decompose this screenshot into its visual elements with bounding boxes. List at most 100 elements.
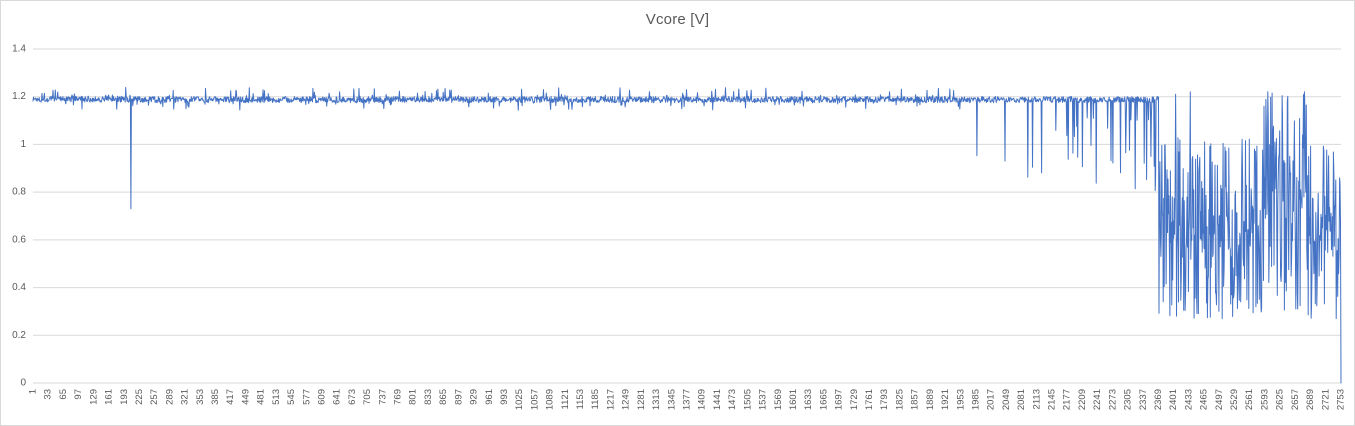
svg-text:1313: 1313: [651, 389, 662, 410]
svg-text:2497: 2497: [1214, 389, 1225, 410]
svg-text:897: 897: [453, 389, 464, 405]
svg-text:2369: 2369: [1153, 389, 1164, 410]
svg-text:1889: 1889: [925, 389, 936, 410]
svg-text:1729: 1729: [849, 389, 860, 410]
svg-text:1441: 1441: [712, 389, 723, 410]
svg-text:1569: 1569: [773, 389, 784, 410]
svg-text:65: 65: [58, 389, 69, 400]
svg-text:1857: 1857: [910, 389, 921, 410]
svg-text:161: 161: [104, 389, 115, 405]
svg-text:1665: 1665: [818, 389, 829, 410]
svg-text:2081: 2081: [1016, 389, 1027, 410]
x-axis-labels: 1 33 65 97 129 161 193 225 257 289 321 353 385 417 449…: [28, 389, 1347, 410]
svg-text:1921: 1921: [940, 389, 951, 410]
svg-text:417: 417: [225, 389, 236, 405]
svg-text:1121: 1121: [560, 389, 571, 409]
svg-text:2465: 2465: [1199, 389, 1210, 410]
svg-text:1: 1: [20, 139, 26, 150]
gridlines: [33, 48, 1341, 384]
svg-text:0.2: 0.2: [12, 330, 26, 341]
svg-text:1057: 1057: [529, 389, 540, 410]
svg-text:1089: 1089: [545, 389, 556, 410]
svg-text:289: 289: [164, 389, 175, 405]
svg-text:513: 513: [271, 389, 282, 405]
svg-text:1985: 1985: [970, 389, 981, 410]
svg-text:801: 801: [408, 389, 419, 405]
svg-text:833: 833: [423, 389, 434, 405]
svg-text:2305: 2305: [1123, 389, 1134, 410]
svg-text:1825: 1825: [894, 389, 905, 410]
svg-text:2561: 2561: [1244, 389, 1255, 410]
svg-text:1.4: 1.4: [12, 44, 26, 55]
svg-text:1473: 1473: [727, 389, 738, 410]
svg-text:2049: 2049: [1001, 389, 1012, 410]
svg-text:0.4: 0.4: [12, 282, 26, 293]
svg-text:609: 609: [316, 389, 327, 405]
svg-text:129: 129: [88, 389, 99, 405]
svg-text:2177: 2177: [1062, 389, 1073, 410]
svg-text:193: 193: [119, 389, 130, 405]
svg-text:2433: 2433: [1183, 389, 1194, 410]
svg-text:2625: 2625: [1275, 389, 1286, 410]
svg-text:577: 577: [301, 389, 312, 405]
svg-text:769: 769: [393, 389, 404, 405]
svg-text:1601: 1601: [788, 389, 799, 410]
svg-text:929: 929: [469, 389, 480, 405]
svg-text:1281: 1281: [636, 389, 647, 410]
svg-text:321: 321: [180, 389, 191, 405]
chart-title: Vcore [V]: [645, 11, 710, 28]
y-axis-labels: 0 0.2 0.4 0.6 0.8 1 1.2 1.4: [12, 44, 26, 389]
svg-text:2529: 2529: [1229, 389, 1240, 410]
svg-text:2689: 2689: [1305, 389, 1316, 410]
svg-text:2593: 2593: [1259, 389, 1270, 410]
svg-text:2209: 2209: [1077, 389, 1088, 410]
svg-text:1: 1: [28, 389, 39, 394]
svg-text:2145: 2145: [1047, 389, 1058, 410]
svg-text:1505: 1505: [742, 389, 753, 410]
svg-text:1633: 1633: [803, 389, 814, 410]
svg-text:1377: 1377: [682, 389, 693, 410]
svg-text:2721: 2721: [1320, 389, 1331, 410]
svg-text:641: 641: [332, 389, 343, 405]
svg-text:737: 737: [377, 389, 388, 405]
svg-text:0.6: 0.6: [12, 234, 26, 245]
vcore-series-line: [32, 87, 1342, 384]
svg-text:993: 993: [499, 389, 510, 405]
svg-text:1217: 1217: [605, 389, 616, 410]
svg-text:2017: 2017: [986, 389, 997, 410]
svg-text:1.2: 1.2: [12, 91, 26, 102]
svg-text:1537: 1537: [758, 389, 769, 410]
svg-text:481: 481: [256, 389, 267, 405]
svg-text:705: 705: [362, 389, 373, 405]
svg-text:865: 865: [438, 389, 449, 405]
svg-text:2401: 2401: [1168, 389, 1179, 410]
svg-text:1345: 1345: [666, 389, 677, 410]
svg-text:1761: 1761: [864, 389, 875, 410]
svg-text:449: 449: [240, 389, 251, 405]
svg-text:673: 673: [347, 389, 358, 405]
svg-text:1249: 1249: [621, 389, 632, 410]
svg-text:2241: 2241: [1092, 389, 1103, 410]
svg-text:961: 961: [484, 389, 495, 405]
svg-text:0: 0: [20, 378, 26, 389]
svg-text:1409: 1409: [697, 389, 708, 410]
svg-text:97: 97: [73, 389, 84, 400]
svg-text:2273: 2273: [1107, 389, 1118, 410]
svg-text:545: 545: [286, 389, 297, 405]
svg-text:1793: 1793: [879, 389, 890, 410]
svg-text:1697: 1697: [834, 389, 845, 410]
svg-text:1953: 1953: [955, 389, 966, 410]
svg-text:2113: 2113: [1031, 389, 1042, 409]
svg-text:385: 385: [210, 389, 221, 405]
svg-text:1025: 1025: [514, 389, 525, 410]
svg-text:2657: 2657: [1290, 389, 1301, 410]
svg-text:353: 353: [195, 389, 206, 405]
svg-text:1153: 1153: [575, 389, 586, 409]
svg-text:2753: 2753: [1336, 389, 1347, 410]
svg-text:33: 33: [43, 389, 54, 400]
svg-text:257: 257: [149, 389, 160, 405]
svg-text:1185: 1185: [590, 389, 601, 409]
svg-text:0.8: 0.8: [12, 187, 26, 198]
